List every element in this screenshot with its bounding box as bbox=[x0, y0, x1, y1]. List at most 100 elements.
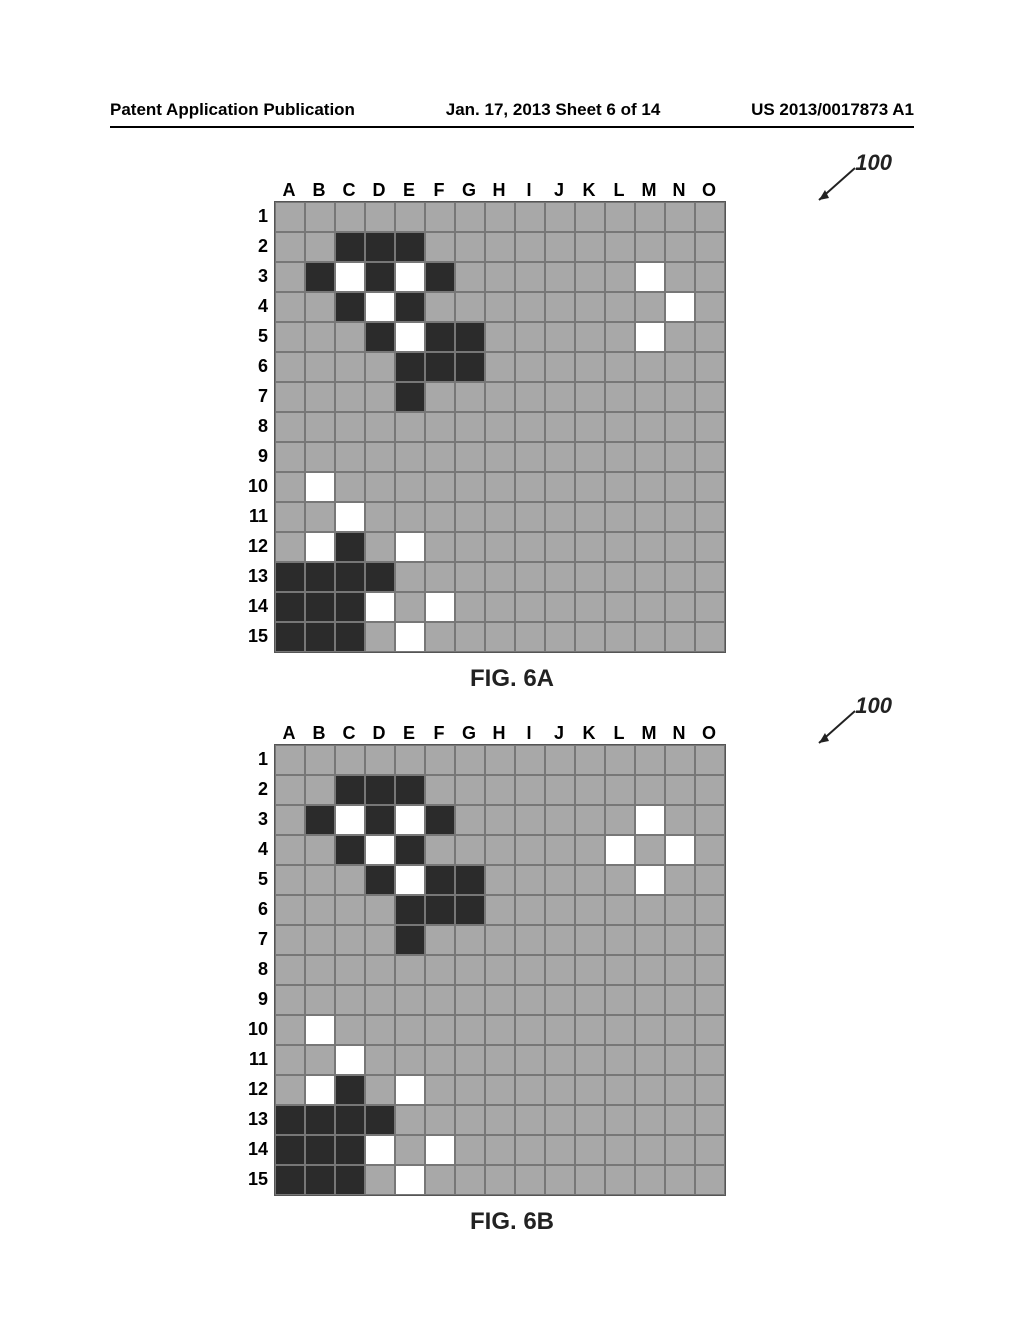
grid-cell bbox=[305, 232, 335, 262]
grid-cell bbox=[515, 592, 545, 622]
grid-cell bbox=[335, 835, 365, 865]
grid-cell bbox=[605, 1015, 635, 1045]
grid-cell bbox=[545, 322, 575, 352]
grid-cell bbox=[665, 835, 695, 865]
grid-cell bbox=[425, 472, 455, 502]
grid-cell bbox=[635, 1165, 665, 1195]
grid-cell bbox=[545, 1135, 575, 1165]
grid-cell bbox=[485, 322, 515, 352]
row-labels-a: 123456789101112131415 bbox=[232, 201, 274, 653]
grid-cell bbox=[545, 1045, 575, 1075]
grid-cell bbox=[425, 532, 455, 562]
grid-cell bbox=[695, 292, 725, 322]
grid-cell bbox=[335, 532, 365, 562]
col-label: O bbox=[694, 180, 724, 201]
grid-cell bbox=[305, 202, 335, 232]
grid-cell bbox=[335, 1045, 365, 1075]
grid-cell bbox=[365, 1135, 395, 1165]
grid-cell bbox=[455, 1015, 485, 1045]
grid-cell bbox=[635, 775, 665, 805]
grid-cell bbox=[425, 1015, 455, 1045]
grid-row bbox=[275, 352, 725, 382]
col-label: I bbox=[514, 180, 544, 201]
grid-cell bbox=[335, 382, 365, 412]
grid-cell bbox=[605, 262, 635, 292]
grid-cell bbox=[635, 985, 665, 1015]
header-rule bbox=[110, 126, 914, 128]
grid-cell bbox=[605, 775, 635, 805]
grid-cell bbox=[395, 985, 425, 1015]
grid-cell bbox=[275, 1045, 305, 1075]
row-label: 14 bbox=[232, 591, 274, 621]
grid-cell bbox=[395, 202, 425, 232]
grid-cell bbox=[275, 622, 305, 652]
grid-cell bbox=[395, 835, 425, 865]
grid-cell bbox=[425, 502, 455, 532]
grid-cell bbox=[635, 262, 665, 292]
grid-cell bbox=[695, 502, 725, 532]
grid-cell bbox=[455, 442, 485, 472]
grid-cell bbox=[395, 895, 425, 925]
grid-cell bbox=[515, 865, 545, 895]
grid-cell bbox=[515, 925, 545, 955]
col-label: D bbox=[364, 180, 394, 201]
grid-cell bbox=[545, 985, 575, 1015]
row-label: 15 bbox=[232, 1164, 274, 1194]
grid-cell bbox=[485, 292, 515, 322]
grid-cell bbox=[665, 532, 695, 562]
grid-cell bbox=[665, 412, 695, 442]
grid-cell bbox=[305, 1165, 335, 1195]
grid-cell bbox=[545, 412, 575, 442]
grid-cell bbox=[635, 1015, 665, 1045]
row-label: 5 bbox=[232, 321, 274, 351]
grid-cell bbox=[665, 202, 695, 232]
grid-cell bbox=[575, 592, 605, 622]
grid-cell bbox=[455, 1105, 485, 1135]
grid-cell bbox=[335, 262, 365, 292]
grid-cell bbox=[605, 1135, 635, 1165]
grid-cell bbox=[365, 292, 395, 322]
grid-cell bbox=[635, 442, 665, 472]
grid-cell bbox=[305, 592, 335, 622]
grid-cell bbox=[305, 1135, 335, 1165]
grid-cell bbox=[605, 232, 635, 262]
grid-cell bbox=[305, 925, 335, 955]
grid-wrap-a: ABCDEFGHIJKLMNO 123456789101112131415 bbox=[232, 180, 792, 653]
grid-cell bbox=[365, 835, 395, 865]
grid-cell bbox=[395, 1105, 425, 1135]
row-label: 11 bbox=[232, 501, 274, 531]
grid-cell bbox=[395, 532, 425, 562]
grid-cell bbox=[665, 1015, 695, 1045]
col-label: N bbox=[664, 180, 694, 201]
grid-cell bbox=[545, 805, 575, 835]
grid-cell bbox=[545, 352, 575, 382]
row-label: 15 bbox=[232, 621, 274, 651]
header-line: Patent Application Publication Jan. 17, … bbox=[110, 100, 914, 120]
grid-cell bbox=[455, 232, 485, 262]
grid-cell bbox=[545, 895, 575, 925]
col-label: G bbox=[454, 180, 484, 201]
grid-cell bbox=[575, 352, 605, 382]
grid-cell bbox=[515, 442, 545, 472]
grid-cell bbox=[305, 895, 335, 925]
grid-cell bbox=[515, 1135, 545, 1165]
grid-cell bbox=[395, 1165, 425, 1195]
grid-cell bbox=[305, 835, 335, 865]
grid-row-wrap-a: 123456789101112131415 bbox=[232, 201, 726, 653]
grid-cell bbox=[395, 382, 425, 412]
grid-cell bbox=[575, 202, 605, 232]
grid-cell bbox=[575, 442, 605, 472]
grid-cell bbox=[425, 262, 455, 292]
col-label: A bbox=[274, 180, 304, 201]
grid-cell bbox=[635, 292, 665, 322]
grid-cell bbox=[275, 562, 305, 592]
grid-cell bbox=[485, 865, 515, 895]
grid-cell bbox=[335, 562, 365, 592]
row-label: 1 bbox=[232, 744, 274, 774]
grid-cell bbox=[545, 1165, 575, 1195]
grid-cell bbox=[305, 352, 335, 382]
grid-cell bbox=[455, 472, 485, 502]
grid-cell bbox=[635, 352, 665, 382]
grid-cell bbox=[455, 352, 485, 382]
grid-cell bbox=[425, 955, 455, 985]
